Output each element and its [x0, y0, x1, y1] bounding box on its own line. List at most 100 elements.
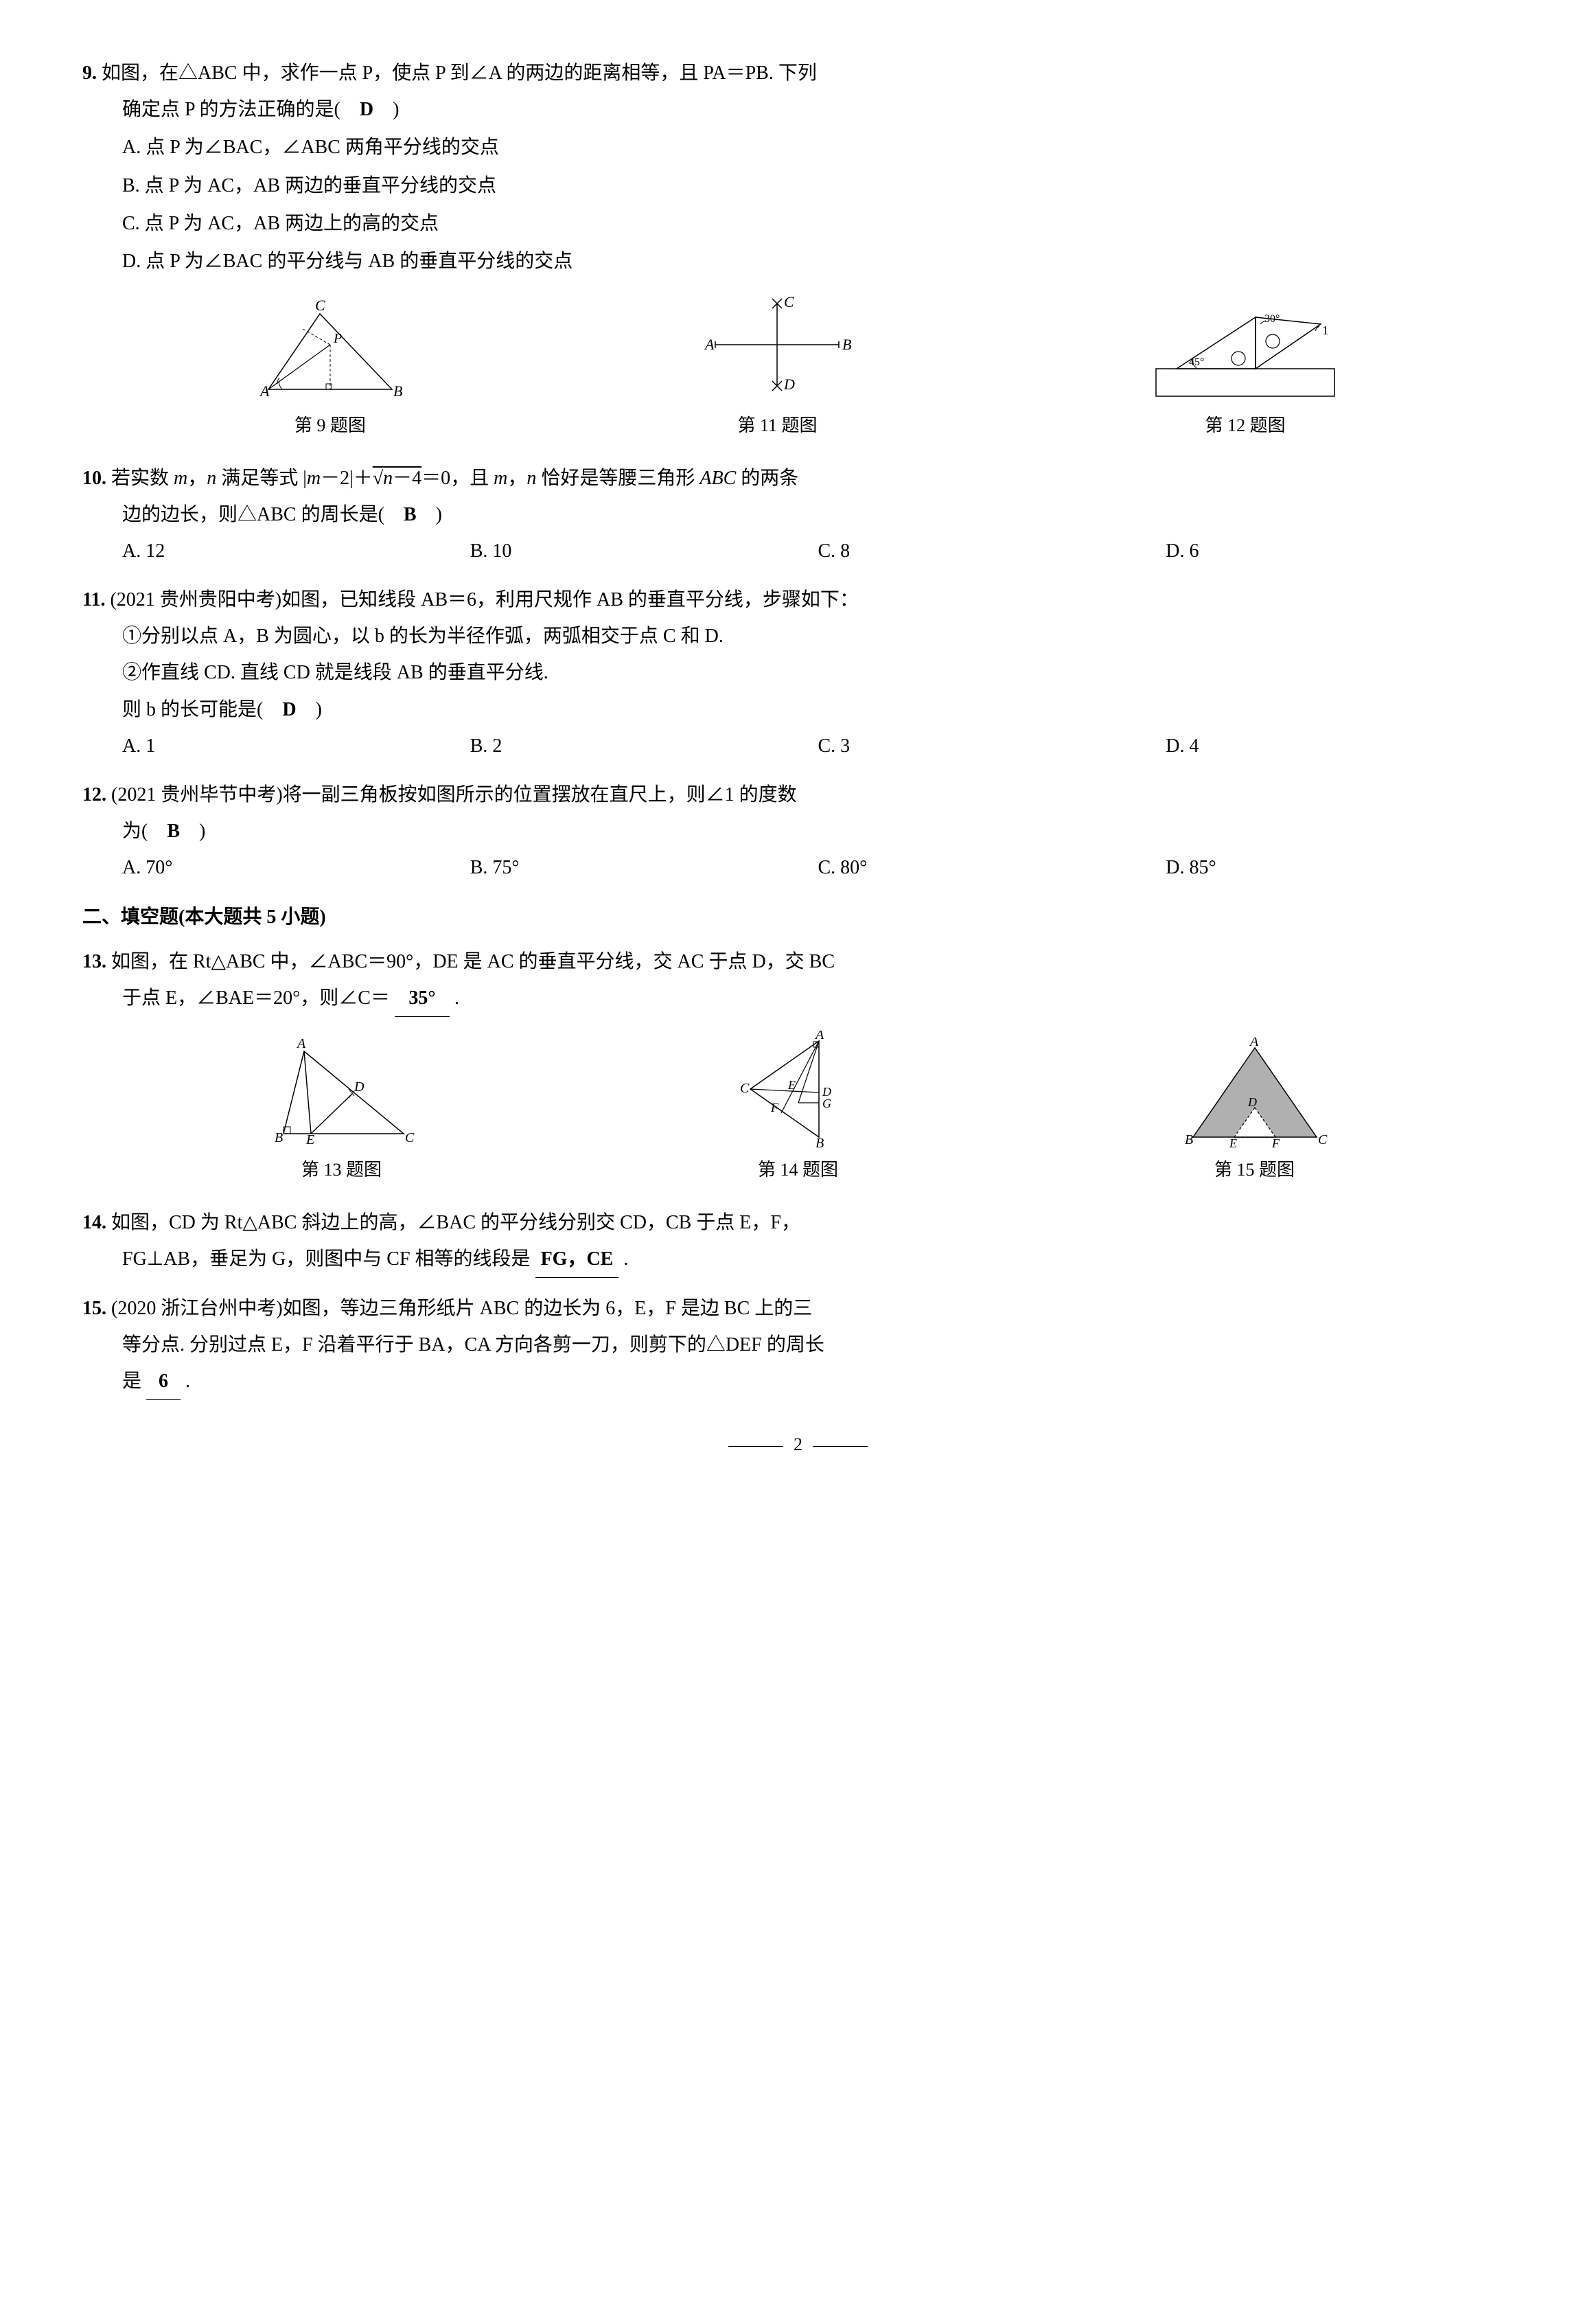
svg-text:P: P [333, 331, 342, 346]
q10-number: 10. [82, 468, 106, 489]
q10-optD: D. 6 [1166, 533, 1514, 569]
q11-optD: D. 4 [1166, 728, 1514, 764]
svg-text:A: A [704, 336, 715, 353]
q13-text2: 于点 E，∠BAE＝20°，则∠C＝ [122, 987, 390, 1009]
q11-options: A. 1 B. 2 C. 3 D. 4 [82, 728, 1514, 764]
fig12-caption: 第 12 题图 [1149, 409, 1341, 442]
q9-line2: 确定点 P 的方法正确的是( D ) [82, 91, 1514, 128]
svg-text:45°: 45° [1189, 356, 1204, 368]
q11-text3: ) [297, 699, 322, 720]
q13-answer: 35° [395, 980, 450, 1017]
question-14: 14. 如图，CD 为 Rt△ABC 斜边上的高，∠BAC 的平分线分别交 CD… [82, 1204, 1514, 1278]
q12-optC: C. 80° [818, 849, 1166, 886]
q12-options: A. 70° B. 75° C. 80° D. 85° [82, 849, 1514, 886]
q11-answer: D [282, 699, 296, 720]
q12-text: (2021 贵州毕节中考)将一副三角板按如图所示的位置摆放在直尺上，则∠1 的度… [111, 784, 797, 805]
fig14-svg: A B C D E F G [730, 1031, 867, 1147]
svg-text:B: B [1185, 1132, 1193, 1147]
q9-optC: C. 点 P 为 AC，AB 两边上的高的交点 [82, 205, 1514, 242]
q11-line2: 则 b 的长可能是( D ) [82, 691, 1514, 728]
q10-text: 若实数 m，n 满足等式 |m－2|＋√n－4＝0，且 m，n 恰好是等腰三角形… [111, 468, 798, 489]
figure-9: A B C P 第 9 题图 [255, 300, 406, 442]
fig13-svg: B C A D E [266, 1038, 417, 1147]
svg-text:A: A [814, 1031, 824, 1042]
q11-step2: ②作直线 CD. 直线 CD 就是线段 AB 的垂直平分线. [82, 654, 1514, 691]
q9-text2: 确定点 P 的方法正确的是( [122, 99, 360, 120]
q10-text2: 边的边长，则△ABC 的周长是( [122, 504, 404, 525]
question-9: 9. 如图，在△ABC 中，求作一点 P，使点 P 到∠A 的两边的距离相等，且… [82, 55, 1514, 279]
section-2-header: 二、填空题(本大题共 5 小题) [82, 899, 1514, 935]
q10-text3: ) [417, 504, 442, 525]
fig9-svg: A B C P [255, 300, 406, 403]
fig11-caption: 第 11 题图 [695, 409, 859, 442]
svg-text:B: B [842, 336, 851, 353]
svg-text:A: A [296, 1038, 306, 1051]
q10-line2: 边的边长，则△ABC 的周长是( B ) [82, 496, 1514, 533]
svg-text:C: C [1318, 1132, 1328, 1147]
q14-answer: FG，CE [535, 1241, 619, 1278]
q13-text: 如图，在 Rt△ABC 中，∠ABC＝90°，DE 是 AC 的垂直平分线，交 … [111, 951, 835, 972]
q12-optD: D. 85° [1166, 849, 1514, 886]
q14-line2: FG⊥AB，垂足为 G，则图中与 CF 相等的线段是 FG，CE . [82, 1241, 1514, 1278]
q13-number: 13. [82, 951, 106, 972]
svg-text:1: 1 [1322, 323, 1328, 337]
svg-text:C: C [740, 1081, 750, 1096]
q11-optB: B. 2 [470, 728, 818, 764]
q10-answer: B [404, 504, 417, 525]
q10-optB: B. 10 [470, 533, 818, 569]
figure-11: A B C D 第 11 题图 [695, 293, 859, 442]
question-13: 13. 如图，在 Rt△ABC 中，∠ABC＝90°，DE 是 AC 的垂直平分… [82, 943, 1514, 1017]
question-12: 12. (2021 贵州毕节中考)将一副三角板按如图所示的位置摆放在直尺上，则∠… [82, 777, 1514, 886]
q9-optA: A. 点 P 为∠BAC，∠ABC 两角平分线的交点 [82, 129, 1514, 165]
svg-text:D: D [783, 376, 795, 393]
q15-text3: 是 [122, 1371, 141, 1392]
question-15: 15. (2020 浙江台州中考)如图，等边三角形纸片 ABC 的边长为 6，E… [82, 1290, 1514, 1401]
q9-number: 9. [82, 62, 97, 84]
svg-text:B: B [275, 1130, 283, 1145]
q11-text2: 则 b 的长可能是( [122, 699, 282, 720]
fig12-svg: 45° 30° 1 [1149, 300, 1341, 403]
q15-text4: . [185, 1371, 190, 1392]
q15-line2: 等分点. 分别过点 E，F 沿着平行于 BA，CA 方向各剪一刀，则剪下的△DE… [82, 1327, 1514, 1363]
q13-line2: 于点 E，∠BAE＝20°，则∠C＝ 35° . [82, 980, 1514, 1017]
fig11-svg: A B C D [695, 293, 859, 403]
fig15-caption: 第 15 题图 [1179, 1153, 1330, 1187]
figure-13: B C A D E 第 13 题图 [266, 1038, 417, 1187]
q12-answer: B [167, 821, 180, 842]
fig14-caption: 第 14 题图 [730, 1153, 867, 1187]
svg-text:D: D [1247, 1095, 1257, 1109]
svg-text:B: B [393, 382, 402, 400]
svg-text:E: E [305, 1132, 314, 1147]
q12-number: 12. [82, 784, 106, 805]
fig9-caption: 第 9 题图 [255, 409, 406, 442]
svg-text:E: E [1229, 1136, 1237, 1147]
q9-optB: B. 点 P 为 AC，AB 两边的垂直平分线的交点 [82, 168, 1514, 204]
q15-number: 15. [82, 1298, 106, 1319]
figures-row-1: A B C P 第 9 题图 A B C D 第 11 题图 [82, 293, 1514, 442]
svg-text:E: E [787, 1078, 796, 1092]
svg-text:F: F [1271, 1136, 1280, 1147]
q11-optC: C. 3 [818, 728, 1166, 764]
q9-text: 如图，在△ABC 中，求作一点 P，使点 P 到∠A 的两边的距离相等，且 PA… [102, 62, 817, 84]
q15-text: (2020 浙江台州中考)如图，等边三角形纸片 ABC 的边长为 6，E，F 是… [111, 1298, 812, 1319]
svg-text:D: D [354, 1079, 365, 1095]
q15-line3: 是 6 . [82, 1363, 1514, 1400]
q12-line2: 为( B ) [82, 813, 1514, 849]
q12-optA: A. 70° [122, 849, 470, 886]
q14-text2: FG⊥AB，垂足为 G，则图中与 CF 相等的线段是 [122, 1248, 531, 1270]
figure-14: A B C D E F G 第 14 题图 [730, 1031, 867, 1187]
q12-optB: B. 75° [470, 849, 818, 886]
fig13-caption: 第 13 题图 [266, 1153, 417, 1187]
q12-text2: 为( [122, 821, 167, 842]
page-number: 2 [82, 1428, 1514, 1461]
q9-optD: D. 点 P 为∠BAC 的平分线与 AB 的垂直平分线的交点 [82, 243, 1514, 279]
q15-answer: 6 [146, 1363, 181, 1400]
svg-text:F: F [770, 1101, 779, 1114]
q12-text3: ) [180, 821, 205, 842]
q9-answer: D [360, 99, 373, 120]
figures-row-2: B C A D E 第 13 题图 A B C D E F G 第 14 题图 [82, 1031, 1514, 1187]
q14-number: 14. [82, 1212, 106, 1233]
q11-optA: A. 1 [122, 728, 470, 764]
question-11: 11. (2021 贵州贵阳中考)如图，已知线段 AB＝6，利用尺规作 AB 的… [82, 582, 1514, 764]
q14-text: 如图，CD 为 Rt△ABC 斜边上的高，∠BAC 的平分线分别交 CD，CB … [111, 1212, 800, 1233]
